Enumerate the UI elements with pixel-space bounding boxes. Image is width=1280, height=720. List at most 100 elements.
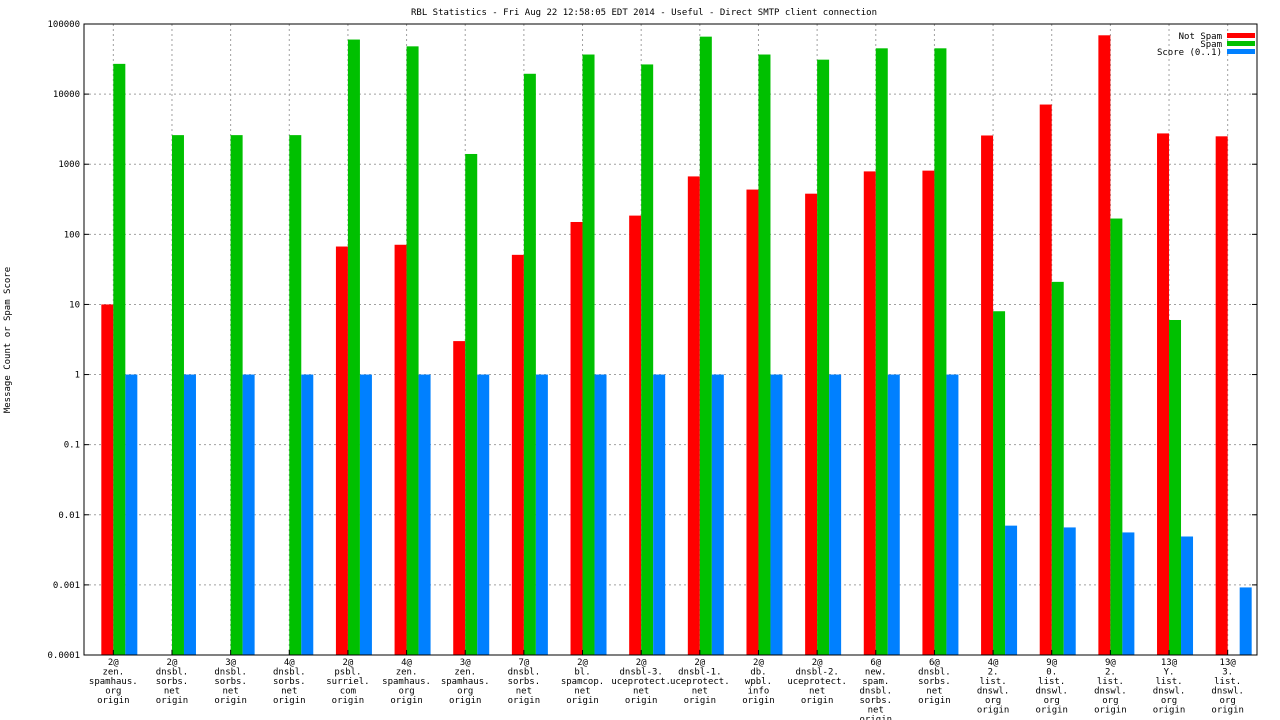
x-tick-label-line: sorbs. [273, 677, 306, 687]
x-tick-label-line: list. [1097, 677, 1124, 687]
legend-label: Spam [1200, 40, 1222, 50]
bar-score [125, 374, 138, 655]
x-tick-label-line: org [398, 687, 414, 697]
legend-swatch [1227, 33, 1255, 38]
x-tick-label: 9@ 2. list. dnswl. org origin [1094, 658, 1127, 716]
grid-lines [84, 24, 1257, 655]
x-tick-label-line: 0. [1046, 668, 1057, 678]
x-tick-label-line: 6@ [929, 658, 940, 668]
x-tick-label-line: 3. [1222, 668, 1233, 678]
x-tick-label-line: origin [1035, 706, 1068, 716]
x-tick-label-line: list. [980, 677, 1007, 687]
bar-spam [171, 135, 184, 655]
x-tick-label: 13@ Y. list. dnswl. org origin [1153, 658, 1186, 716]
x-tick-label-line: dnswl. [1094, 687, 1127, 697]
bar-not-spam [922, 170, 935, 656]
x-tick-label-line: org [1220, 696, 1236, 706]
y-tick-label: 10000 [53, 90, 80, 100]
x-tick-label-line: net [574, 687, 590, 697]
x-tick-label-line: dnsbl. [214, 668, 247, 678]
bar-spam [347, 39, 360, 655]
x-tick-label-line: sorbs. [508, 677, 541, 687]
x-tick-label-line: origin [449, 696, 482, 706]
bar-score [301, 374, 314, 655]
bar-spam [523, 73, 536, 655]
x-tick-label-line: origin [918, 696, 951, 706]
bar-score [770, 374, 783, 655]
x-tick-label-line: org [1102, 696, 1118, 706]
bar-spam [934, 48, 947, 655]
bar-spam [1051, 281, 1064, 655]
x-tick-label-line: org [1044, 696, 1060, 706]
x-tick-label-line: list. [1214, 677, 1241, 687]
x-tick-label-line: origin [508, 696, 541, 706]
x-tick-label-line: dnsbl. [918, 668, 951, 678]
x-tick-label-line: list. [1038, 677, 1065, 687]
x-tick-label-line: spamhaus. [382, 677, 431, 687]
x-tick-label-line: origin [1211, 706, 1244, 716]
x-tick-label-line: origin [566, 696, 599, 706]
x-tick-label-line: 4@ [988, 658, 999, 668]
x-tick-label-line: net [809, 687, 825, 697]
x-tick-label-line: 3@ [225, 658, 236, 668]
x-tick-label-line: sorbs. [918, 677, 951, 687]
x-tick-label-line: dnsbl. [860, 687, 893, 697]
y-tick-labels: 100000 10000 1000 100 10 1 0.1 0.01 0.001 0.0001 [47, 20, 1257, 661]
bar-spam [465, 153, 478, 655]
x-tick-label-line: dnsbl. [273, 668, 306, 678]
x-tick-label-line: uceprotect. [670, 677, 730, 687]
bar-score [594, 374, 607, 655]
x-tick-label: 4@ zen. spamhaus. org origin [382, 658, 431, 706]
bar-spam [641, 64, 654, 655]
x-tick-label-line: org [457, 687, 473, 697]
x-tick-label: 9@ 0. list. dnswl. org origin [1035, 658, 1068, 716]
bar-not-spam [863, 171, 876, 655]
y-tick-label: 1000 [58, 160, 80, 170]
y-tick-label: 0.01 [58, 511, 80, 521]
x-tick-label-line: 13@ [1220, 658, 1237, 668]
legend-swatch [1227, 49, 1255, 54]
x-tick-label-line: origin [332, 696, 365, 706]
bar-not-spam [1215, 136, 1228, 655]
legend-label: Score (0..1) [1157, 48, 1222, 58]
bar-not-spam [1039, 104, 1052, 655]
x-tick-label-line: zen. [454, 668, 476, 678]
x-tick-label-line: list. [1155, 677, 1182, 687]
chart-title: RBL Statistics - Fri Aug 22 12:58:05 EDT… [411, 8, 877, 18]
x-tick-label-line: zen. [396, 668, 418, 678]
x-tick-label-line: uceprotect. [787, 677, 847, 687]
x-tick-label-line: 3@ [460, 658, 471, 668]
x-tick-label-line: org [105, 687, 121, 697]
x-tick-label: 7@ dnsbl. sorbs. net origin [508, 658, 541, 706]
bar-spam [758, 54, 771, 656]
x-tick-label: 13@ 3. list. dnswl. org origin [1211, 658, 1244, 716]
legend-swatch [1227, 41, 1255, 46]
plot-frame [83, 23, 1258, 656]
bar-spam [1110, 218, 1123, 655]
x-tick-label-line: net [692, 687, 708, 697]
x-tick-label-line: origin [684, 696, 717, 706]
bar-spam [113, 63, 126, 655]
bar-spam [993, 311, 1006, 655]
bar-not-spam [511, 254, 524, 655]
x-tick-label-line: 2@ [812, 658, 823, 668]
x-tick-label-line: dnswl. [1211, 687, 1244, 697]
x-tick-label-line: 2@ [343, 658, 354, 668]
x-tick-label-line: zen. [102, 668, 124, 678]
bar-score [711, 374, 724, 655]
x-tick-label-line: sorbs. [214, 677, 247, 687]
x-tick-label-line: 2@ [636, 658, 647, 668]
bar-score [1122, 532, 1135, 655]
bar-score [183, 374, 196, 655]
bar-score [829, 374, 842, 655]
x-tick-label-line: dnsbl. [508, 668, 541, 678]
bar-not-spam [981, 135, 994, 656]
x-tick-label-line: origin [390, 696, 423, 706]
x-tick-label-line: 2@ [753, 658, 764, 668]
y-tick-label: 100000 [47, 20, 80, 30]
x-tick-label: 2@ dnsbl-2. uceprotect. net origin [787, 658, 847, 706]
x-tick-label-line: origin [977, 706, 1010, 716]
